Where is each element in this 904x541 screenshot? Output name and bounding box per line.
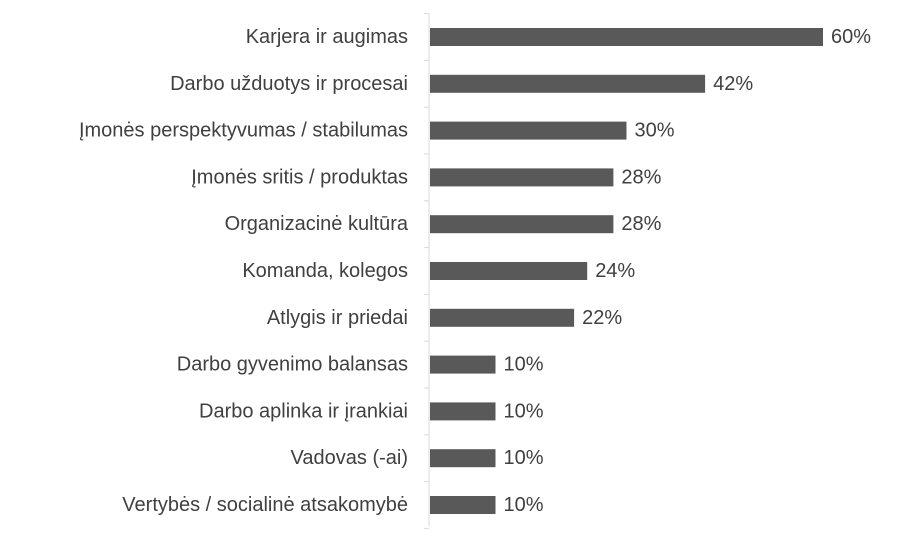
value-label: 10%	[504, 494, 544, 516]
value-label: 60%	[831, 26, 871, 48]
category-label: Vadovas (-ai)	[291, 447, 408, 469]
bar	[430, 449, 496, 468]
category-label: Atlygis ir priedai	[267, 307, 408, 329]
value-label: 10%	[504, 447, 544, 469]
category-label: Darbo aplinka ir įrankiai	[199, 400, 408, 422]
category-label: Vertybės / socialinė atsakomybė	[122, 494, 408, 516]
category-label: Karjera ir augimas	[246, 26, 408, 48]
category-label: Darbo gyvenimo balansas	[177, 354, 408, 376]
bar	[430, 168, 614, 187]
bar	[430, 74, 706, 93]
value-label: 10%	[504, 400, 544, 422]
value-label: 30%	[635, 120, 675, 142]
bar	[430, 355, 496, 374]
bar	[430, 121, 627, 140]
category-label: Darbo užduotys ir procesai	[170, 73, 408, 95]
category-labels: Karjera ir augimas Darbo užduotys ir proc…	[79, 26, 409, 516]
bar	[430, 308, 575, 327]
value-label: 10%	[504, 354, 544, 376]
bars-layer	[430, 28, 823, 514]
category-label: Organizacinė kultūra	[225, 213, 409, 235]
axis-layer	[424, 13, 430, 529]
category-label: Komanda, kolegos	[242, 260, 408, 282]
bar	[430, 402, 496, 421]
bar	[430, 262, 588, 280]
bar	[430, 496, 496, 514]
value-label: 28%	[621, 213, 661, 235]
value-label: 24%	[595, 260, 635, 282]
bar	[430, 215, 614, 234]
bar	[430, 28, 823, 46]
value-label: 28%	[621, 166, 661, 188]
category-label: Įmonės perspektyvumas / stabilumas	[79, 120, 408, 142]
value-label: 42%	[713, 73, 753, 95]
value-labels: 60% 42% 30% 28% 28% 24% 22% 10% 10% 10% 10%	[504, 26, 872, 516]
category-label: Įmonės sritis / produktas	[191, 166, 408, 188]
value-label: 22%	[582, 307, 622, 329]
